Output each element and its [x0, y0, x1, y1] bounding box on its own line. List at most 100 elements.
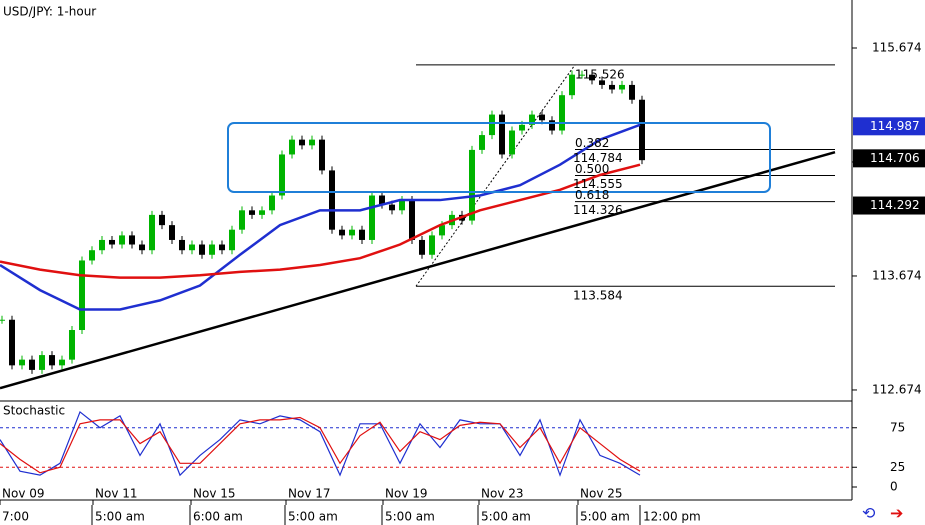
- fib-label: 114.555: [573, 177, 623, 191]
- x-tick-label: Nov 25: [580, 487, 623, 501]
- x-tick-label: Nov 09: [2, 487, 45, 501]
- time-label: 5:00 am: [580, 510, 630, 524]
- fib-ratio: 0.382: [575, 136, 609, 150]
- candle: [469, 149, 475, 221]
- candle: [109, 239, 115, 245]
- candle: [139, 244, 145, 251]
- x-tick-label: Nov 11: [95, 487, 138, 501]
- time-label: 5:00 am: [95, 510, 145, 524]
- y-tick-label: 25: [890, 460, 905, 474]
- candle: [319, 139, 325, 171]
- price-badge-label: 114.987: [870, 119, 920, 133]
- x-tick-label: Nov 19: [385, 487, 428, 501]
- x-tick-label: Nov 15: [193, 487, 236, 501]
- candle: [249, 210, 255, 215]
- candle: [49, 355, 55, 366]
- candle: [339, 229, 345, 236]
- stochastic-line: [0, 416, 641, 474]
- fib-ratio: 0.618: [575, 188, 609, 202]
- y-tick-label: 0: [890, 480, 898, 494]
- candle: [569, 74, 575, 96]
- time-label: 5:00 am: [481, 510, 531, 524]
- candle: [99, 239, 105, 251]
- candle: [519, 124, 525, 131]
- candle: [39, 355, 45, 370]
- candle: [239, 210, 245, 230]
- candle: [169, 225, 175, 240]
- fib-label: 114.784: [573, 151, 623, 165]
- candle: [189, 244, 195, 251]
- moving-average: [0, 123, 641, 311]
- candle: [9, 319, 15, 366]
- candle: [529, 114, 535, 125]
- candle: [269, 195, 275, 211]
- candle: [489, 114, 495, 136]
- arrow-icon[interactable]: ➔: [890, 504, 903, 523]
- candle: [0, 319, 5, 321]
- candle: [429, 235, 435, 255]
- candle: [629, 84, 635, 100]
- candle: [639, 99, 645, 161]
- candle: [19, 359, 25, 366]
- candle: [559, 95, 565, 131]
- x-tick-label: Nov 17: [288, 487, 331, 501]
- title-bg: [1, 2, 112, 20]
- link-icon[interactable]: ⟲: [862, 504, 876, 523]
- candle: [159, 214, 165, 226]
- candle: [619, 84, 625, 90]
- candle: [359, 229, 365, 240]
- time-label: 12:00 pm: [643, 510, 701, 524]
- candle: [129, 235, 135, 245]
- time-label: 6:00 am: [193, 510, 243, 524]
- y-tick-label: 75: [890, 420, 905, 434]
- candle: [549, 120, 555, 131]
- y-tick-label: 113.674: [872, 268, 922, 282]
- candle: [279, 154, 285, 196]
- candle: [289, 139, 295, 155]
- price-badge-label: 114.292: [870, 198, 920, 212]
- candle: [509, 130, 515, 155]
- candle: [439, 225, 445, 236]
- candle: [209, 244, 215, 255]
- panel-title: Stochastic: [3, 404, 65, 418]
- fib-label: 114.326: [573, 203, 623, 217]
- candle: [29, 359, 35, 370]
- candle: [499, 114, 505, 155]
- time-label: 5:00 am: [288, 510, 338, 524]
- candle: [399, 200, 405, 211]
- x-tick-label: Nov 23: [481, 487, 524, 501]
- price-badge: [853, 149, 925, 168]
- stochastic-line: [0, 410, 641, 477]
- toolbar-icons[interactable]: ⟲ ➔: [862, 504, 903, 523]
- candle: [299, 139, 305, 146]
- candle: [419, 239, 425, 255]
- moving-average: [0, 163, 641, 279]
- candle: [369, 195, 375, 240]
- candle: [329, 170, 335, 230]
- candle: [229, 229, 235, 251]
- candle: [609, 84, 615, 90]
- candle: [259, 210, 265, 215]
- candle: [379, 195, 385, 205]
- candle: [149, 214, 155, 251]
- fib-ratio: 0.500: [575, 162, 609, 176]
- price-badge-label: 114.706: [870, 151, 920, 165]
- candle: [309, 139, 315, 146]
- price-badge: [853, 117, 925, 136]
- candle: [119, 235, 125, 245]
- highlight-box: [227, 122, 771, 193]
- fib-label: 113.584: [573, 289, 623, 303]
- candle: [389, 204, 395, 211]
- price-badge: [853, 196, 925, 215]
- candle: [539, 114, 545, 121]
- candle: [79, 260, 85, 331]
- candle: [59, 359, 65, 366]
- fib-label: 115.526: [575, 67, 625, 81]
- candle: [69, 330, 75, 360]
- fib-diagonal: [415, 64, 576, 287]
- candle: [599, 80, 605, 85]
- candle: [409, 200, 415, 240]
- candle: [479, 135, 485, 150]
